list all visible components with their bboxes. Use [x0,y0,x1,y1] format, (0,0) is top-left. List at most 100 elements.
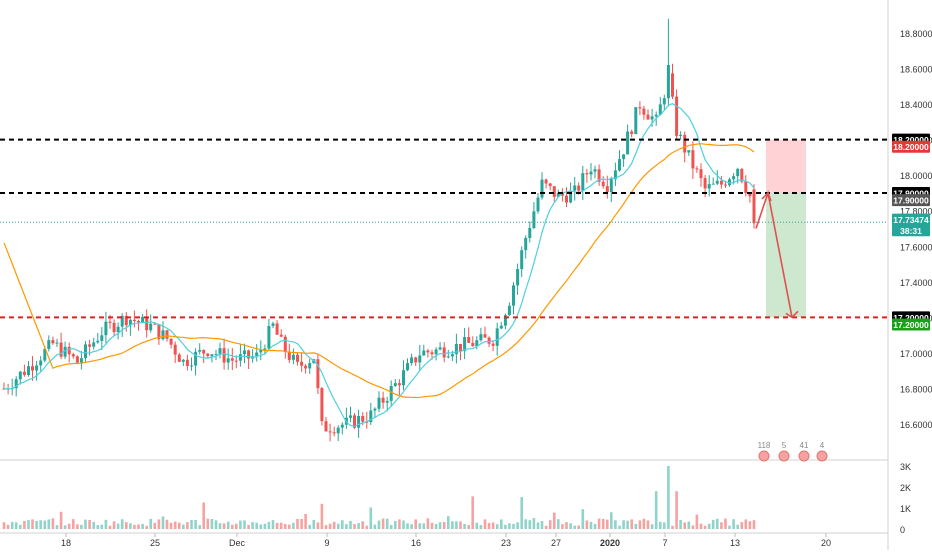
volume-bar-162 [663,522,666,529]
volume-bar-17 [72,519,75,529]
candle-body-6 [27,366,30,375]
position-zones [766,139,806,318]
volume-bar-143 [585,520,589,529]
candle-body-69 [283,336,287,352]
candle-body-42 [173,344,177,355]
volume-bar-167 [683,522,686,529]
volume-bar-111 [455,521,458,529]
time-axis[interactable]: 18 25 Dec 9 16 23 27 2020 7 13 20 [61,533,831,548]
volume-bar-48 [198,525,201,529]
volume-bar-103 [422,523,426,529]
event-badge-icon-1[interactable] [778,450,790,462]
candle-body-152 [622,154,626,160]
volume-bar-52 [214,520,218,529]
candle-body-49 [202,350,206,354]
candle-body-16 [67,346,71,355]
badge-count-0: 118 [758,441,771,450]
volume-bar-22 [92,521,95,529]
event-badge-icon-2[interactable] [798,450,810,462]
candle-body-24 [100,335,104,341]
candle-body-68 [279,334,283,337]
candle-body-141 [577,185,581,191]
horizontal-levels[interactable] [0,138,888,319]
candle-body-130 [532,211,536,228]
volume-bar-144 [589,521,593,529]
volume-bar-165 [675,491,678,529]
projection-arrows[interactable] [755,189,799,319]
volume-bar-71 [292,522,295,529]
volume-bar-82 [336,523,340,529]
volume-bar-101 [414,519,417,529]
volume-bar-34 [141,523,144,529]
candle-body-57 [234,360,238,362]
candle-body-60 [247,350,251,359]
candle-body-86 [353,415,356,428]
volume-bar-57 [235,523,238,529]
volume-bar-87 [357,523,360,529]
volume-bar-14 [59,511,63,529]
volume-bar-63 [259,524,263,529]
candle-body-99 [406,363,409,371]
volume-bar-43 [178,522,181,529]
volume-bar-86 [353,524,356,529]
candle-body-175 [715,180,719,184]
candle-body-150 [613,170,617,180]
candle-body-46 [190,365,193,367]
arrow-head-down [785,310,799,319]
volume-bar-113 [463,524,466,529]
price-tag-label-7: 17.20000 [893,320,929,330]
price-tag-bg-7 [892,318,930,331]
candle-body-66 [271,323,275,326]
volume-bar-148 [606,519,609,529]
volume-bar-115 [471,496,474,529]
volume-bar-32 [133,524,136,529]
candle-body-137 [560,192,564,196]
volume-bar-99 [406,523,409,529]
candle-body-80 [328,431,332,433]
volume-bar-13 [55,525,59,529]
candle-body-23 [96,340,100,343]
time-axis-label-7: 2020 [600,538,620,548]
price-axis-label-11: 16.60000 [900,420,932,430]
volume-bar-164 [671,525,674,529]
candle-body-9 [39,360,43,366]
candle-body-39 [161,330,165,340]
candle-body-139 [569,190,573,203]
candle-body-104 [426,350,430,353]
candle-body-74 [304,365,308,369]
candle-body-147 [601,181,605,187]
candle-body-29 [120,315,124,327]
volume-bar-128 [524,519,527,529]
volume-bar-8 [35,521,38,529]
event-badge-icon-0[interactable] [758,450,770,462]
volume-bar-42 [173,521,177,529]
volume-bar-158 [646,520,650,529]
volume-bar-88 [361,521,364,529]
candle-body-71 [291,354,295,360]
badge-count-1: 5 [782,441,787,450]
candle-body-146 [597,169,601,182]
candle-body-167 [683,134,687,153]
candle-body-93 [381,397,385,403]
candle-body-88 [361,416,365,422]
price-axis-label-2: 18.40000 [900,100,932,110]
candle-body-96 [393,383,397,386]
candle-body-12 [51,340,55,344]
candle-body-94 [385,401,389,403]
volume-bar-135 [553,512,556,529]
event-badge-icon-3[interactable] [816,450,828,462]
candle-body-173 [707,184,711,189]
candle-body-43 [177,354,181,362]
volume-bar-51 [210,519,214,529]
volume-bar-183 [748,521,752,529]
candle-body-110 [450,354,454,357]
volume-bar-84 [345,524,348,529]
event-badges[interactable]: 118 5 41 4 [758,441,828,462]
volume-bar-81 [332,521,336,529]
candle-body-184 [752,189,756,224]
volume-bar-30 [125,522,128,529]
volume-bar-61 [251,522,254,529]
